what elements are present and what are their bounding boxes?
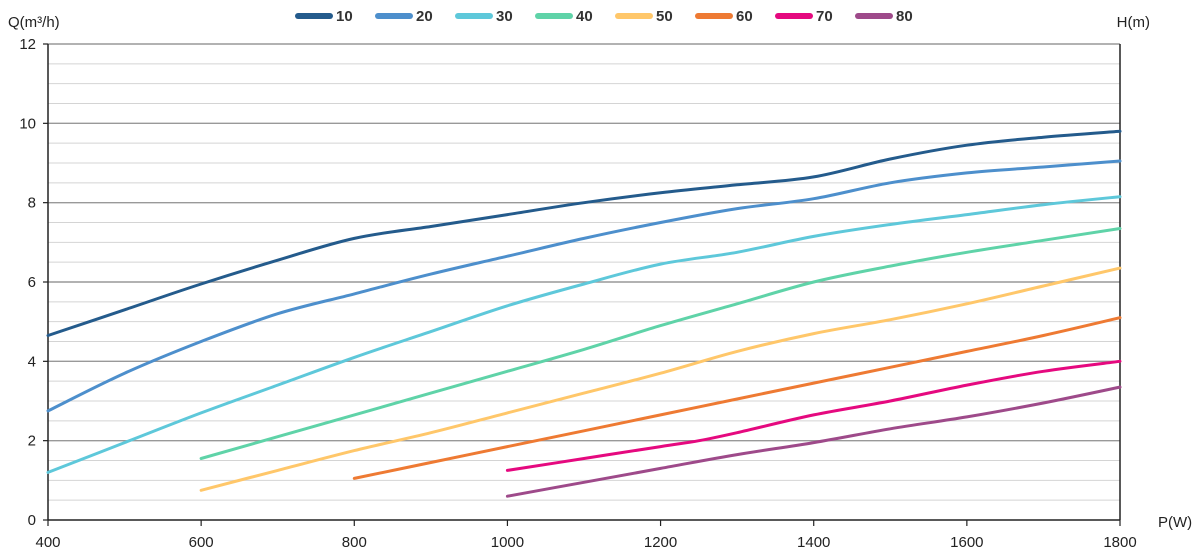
y-tick-label: 8: [28, 195, 36, 212]
series-line-20: [46, 159, 1122, 413]
y-axis-title: Q(m³/h): [8, 14, 60, 31]
x-tick-label: 600: [189, 534, 214, 551]
x-tick-label: 1200: [644, 534, 677, 551]
y-tick-label: 4: [28, 353, 36, 370]
series-line-30: [46, 195, 1122, 474]
series-line-10: [46, 129, 1122, 337]
x-axis-title: P(W): [1158, 514, 1192, 531]
x-tick-label: 1400: [797, 534, 830, 551]
y-tick-label: 10: [19, 115, 36, 132]
legend-label-70: 70: [816, 8, 833, 25]
y-tick-label: 6: [28, 274, 36, 291]
legend-label-60: 60: [736, 8, 753, 25]
legend-label-20: 20: [416, 8, 433, 25]
axes: [43, 43, 1121, 526]
y-tick-label: 0: [28, 512, 36, 529]
legend-label-10: 10: [336, 8, 353, 25]
legend-label-40: 40: [576, 8, 593, 25]
y-tick-label: 2: [28, 433, 36, 450]
x-tick-label: 1600: [950, 534, 983, 551]
legend: 10 20 30 40 50 60 70 80: [295, 8, 913, 25]
y-tick-label: 12: [19, 36, 36, 53]
x-tick-label: 800: [342, 534, 367, 551]
series-lines: [46, 129, 1122, 498]
series-line-70: [505, 359, 1122, 472]
series-line-60: [352, 316, 1122, 480]
series-line-50: [199, 266, 1122, 492]
legend-label-80: 80: [896, 8, 913, 25]
x-tick-label: 400: [35, 534, 60, 551]
legend-label-50: 50: [656, 8, 673, 25]
series-line-80: [505, 385, 1122, 498]
tick-labels: 0 2 4 6 8 10 12 400 600 800 1000 1200 1400 1600 1800: [19, 36, 1136, 551]
x-tick-label: 1800: [1103, 534, 1136, 551]
legend-title: H(m): [1117, 14, 1150, 31]
legend-label-30: 30: [496, 8, 513, 25]
grid: [48, 43, 1120, 501]
x-tick-label: 1000: [491, 534, 524, 551]
series-line-40: [199, 227, 1122, 460]
